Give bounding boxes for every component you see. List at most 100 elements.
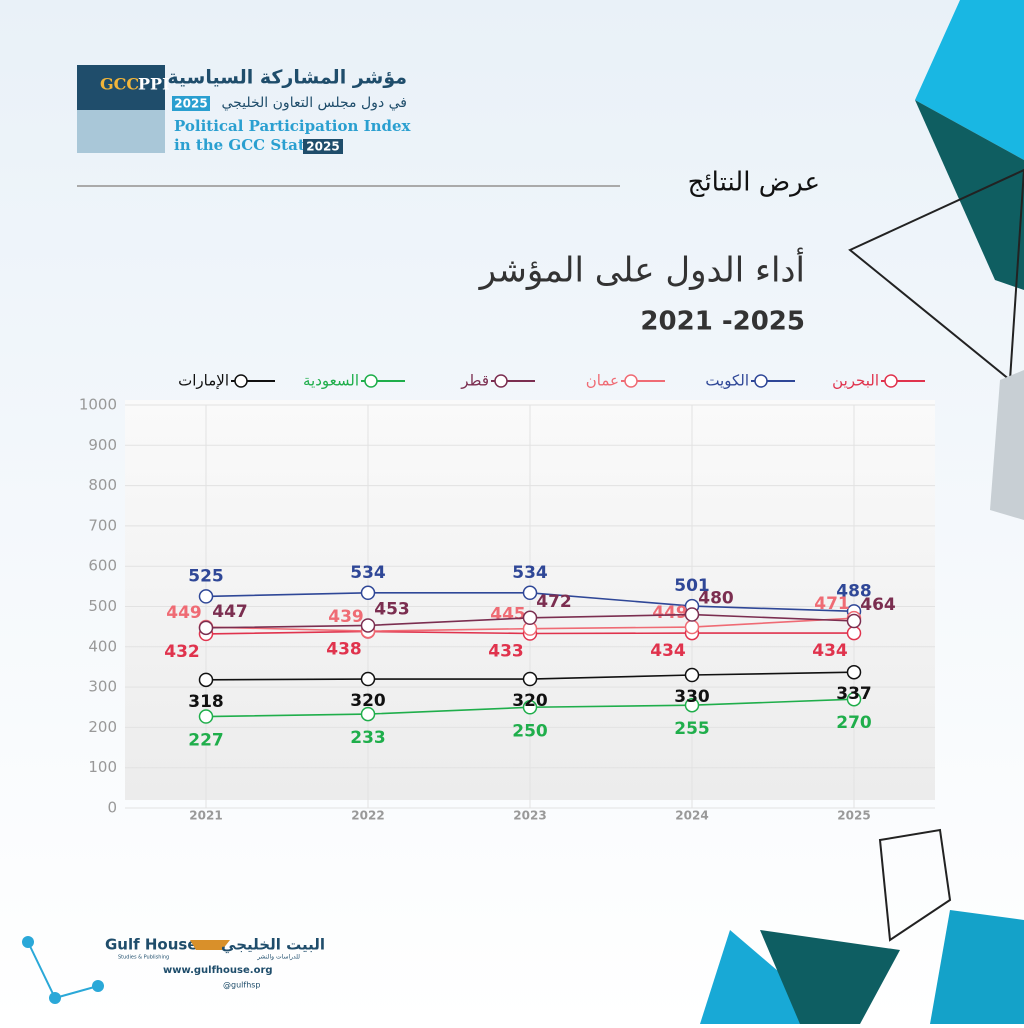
point <box>198 620 214 636</box>
data-label: 453 <box>374 599 410 619</box>
point <box>522 700 538 715</box>
y-tick-label: 0 <box>107 799 117 817</box>
legend-label: البحرين <box>832 372 879 390</box>
title-ar: مؤشر المشاركة السياسية <box>167 67 407 89</box>
point <box>846 664 862 680</box>
point <box>522 610 538 626</box>
y-tick-label: 900 <box>88 436 117 454</box>
point <box>360 671 376 687</box>
data-label: 330 <box>674 687 710 707</box>
brand-sub-en: Studies & Publishing <box>118 955 169 961</box>
point <box>198 709 214 724</box>
data-label: 449 <box>652 603 688 623</box>
data-label: 447 <box>212 602 248 622</box>
y-tick-label: 400 <box>88 637 117 655</box>
data-label: 320 <box>350 691 386 711</box>
legend-label: السعودية <box>303 372 359 390</box>
y-tick-label: 800 <box>88 476 117 494</box>
point <box>846 625 862 641</box>
data-label: 270 <box>836 713 872 733</box>
decoration <box>22 0 1024 1024</box>
year-badge: 2025 <box>174 97 207 111</box>
legend-swatch <box>884 374 898 388</box>
x-tick-label: 2025 <box>837 809 870 823</box>
handle: @gulfhsp <box>223 981 261 990</box>
chart-subtitle: 2021 -2025 <box>640 307 805 337</box>
brand-sub-ar: للدراسات والنشر <box>256 954 300 961</box>
data-label: 445 <box>490 605 526 625</box>
legend-swatch <box>234 374 248 388</box>
data-label: 227 <box>188 731 224 751</box>
data-label: 488 <box>836 581 872 601</box>
point <box>198 672 214 688</box>
point <box>360 706 376 722</box>
logo-boat <box>190 940 230 950</box>
brand-ar: البيت الخليجي <box>221 936 325 954</box>
data-label: 434 <box>650 641 686 661</box>
data-label: 525 <box>188 566 224 586</box>
subtitle-ar: في دول مجلس التعاون الخليجي <box>221 95 407 111</box>
data-label: 480 <box>698 589 734 609</box>
y-tick-label: 100 <box>88 758 117 776</box>
y-tick-label: 1000 <box>79 396 117 414</box>
point <box>846 613 862 629</box>
data-label: 501 <box>674 576 710 596</box>
data-label: 534 <box>350 563 386 583</box>
title-en: Political Participation Index <box>174 117 412 135</box>
legend-label: الإمارات <box>178 372 229 390</box>
x-tick-label: 2023 <box>513 809 546 823</box>
point <box>360 618 376 633</box>
x-tick-label: 2022 <box>351 809 384 823</box>
y-tick-label: 700 <box>88 516 117 534</box>
data-label: 433 <box>488 642 524 662</box>
data-label: 471 <box>814 594 850 614</box>
data-label: 472 <box>536 592 572 612</box>
point <box>522 585 538 601</box>
y-tick-label: 200 <box>88 718 117 736</box>
point <box>360 585 376 601</box>
data-label: 337 <box>836 684 872 704</box>
chart: 0 100 200 300 400 500 600 700 800 900 1000 2021 2022… <box>79 372 935 823</box>
data-label: 449 <box>166 603 202 623</box>
data-label: 438 <box>326 639 362 659</box>
point <box>846 691 862 707</box>
data-label: 318 <box>188 692 224 712</box>
data-label: 439 <box>328 607 364 627</box>
y-tick-label: 600 <box>88 557 117 575</box>
legend-swatch <box>364 374 378 388</box>
data-label: 250 <box>512 721 548 741</box>
data-label: 233 <box>350 728 386 748</box>
url: www.gulfhouse.org <box>163 965 273 976</box>
point <box>684 667 700 683</box>
x-tick-label: 2024 <box>675 809 708 823</box>
subtitle-en: in the GCC States <box>174 136 323 154</box>
point <box>522 671 538 687</box>
chart-title: أداء الدول على المؤشر <box>478 248 805 291</box>
point <box>684 697 700 713</box>
data-label: 320 <box>512 691 548 711</box>
section-title: عرض النتائج <box>688 168 820 198</box>
legend-swatch <box>494 374 508 388</box>
data-label: 432 <box>164 642 200 662</box>
legend-label: قطر <box>460 372 489 390</box>
logo-abbr: GCC <box>100 75 139 94</box>
point <box>684 607 700 622</box>
badge <box>172 96 210 111</box>
data-label: 434 <box>812 641 848 661</box>
year-badge: 2025 <box>306 140 339 154</box>
point <box>198 589 214 604</box>
data-label: 534 <box>512 563 548 583</box>
brand-en: Gulf House <box>105 936 198 954</box>
y-tick-label: 300 <box>88 678 117 696</box>
data-label: 255 <box>674 719 710 739</box>
y-tick-label: 500 <box>88 597 117 615</box>
legend-label: عمان <box>586 372 619 390</box>
badge <box>303 139 343 154</box>
x-tick-label: 2021 <box>189 809 222 823</box>
legend-label: الكويت <box>705 372 749 390</box>
legend-swatch <box>754 374 768 388</box>
logo-abbr: PPI <box>138 75 170 94</box>
data-label: 464 <box>860 595 896 615</box>
